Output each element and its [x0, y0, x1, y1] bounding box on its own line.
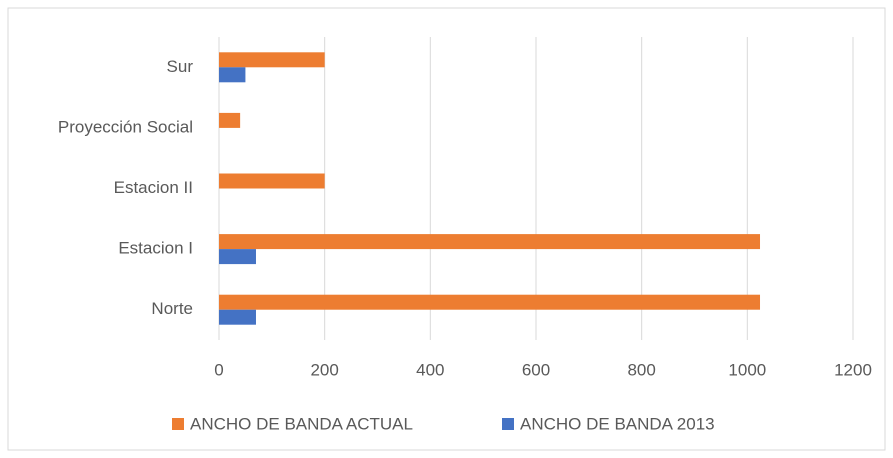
bar: [219, 112, 241, 128]
x-tick-label: 600: [522, 360, 550, 379]
y-tick-label: Sur: [167, 57, 194, 76]
bar: [219, 249, 256, 265]
y-tick-label: Estacion II: [114, 178, 193, 197]
bar: [219, 309, 256, 325]
bar: [219, 234, 761, 250]
x-tick-label: 200: [310, 360, 338, 379]
x-tick-label: 1000: [728, 360, 766, 379]
y-tick-label: Norte: [151, 299, 193, 318]
bar: [219, 52, 325, 68]
legend-label: ANCHO DE BANDA ACTUAL: [190, 414, 413, 433]
y-tick-label: Estacion I: [118, 239, 193, 258]
x-tick-label: 800: [627, 360, 655, 379]
bar: [219, 67, 246, 83]
legend-swatch: [502, 418, 514, 430]
chart-frame: [7, 7, 886, 451]
x-tick-label: 0: [214, 360, 223, 379]
legend-label: ANCHO DE BANDA 2013: [520, 414, 715, 433]
legend-swatch: [172, 418, 184, 430]
x-tick-label: 400: [416, 360, 444, 379]
bar: [219, 173, 325, 189]
y-tick-label: Proyección Social: [58, 117, 193, 136]
x-tick-label: 1200: [834, 360, 872, 379]
bar: [219, 294, 761, 310]
